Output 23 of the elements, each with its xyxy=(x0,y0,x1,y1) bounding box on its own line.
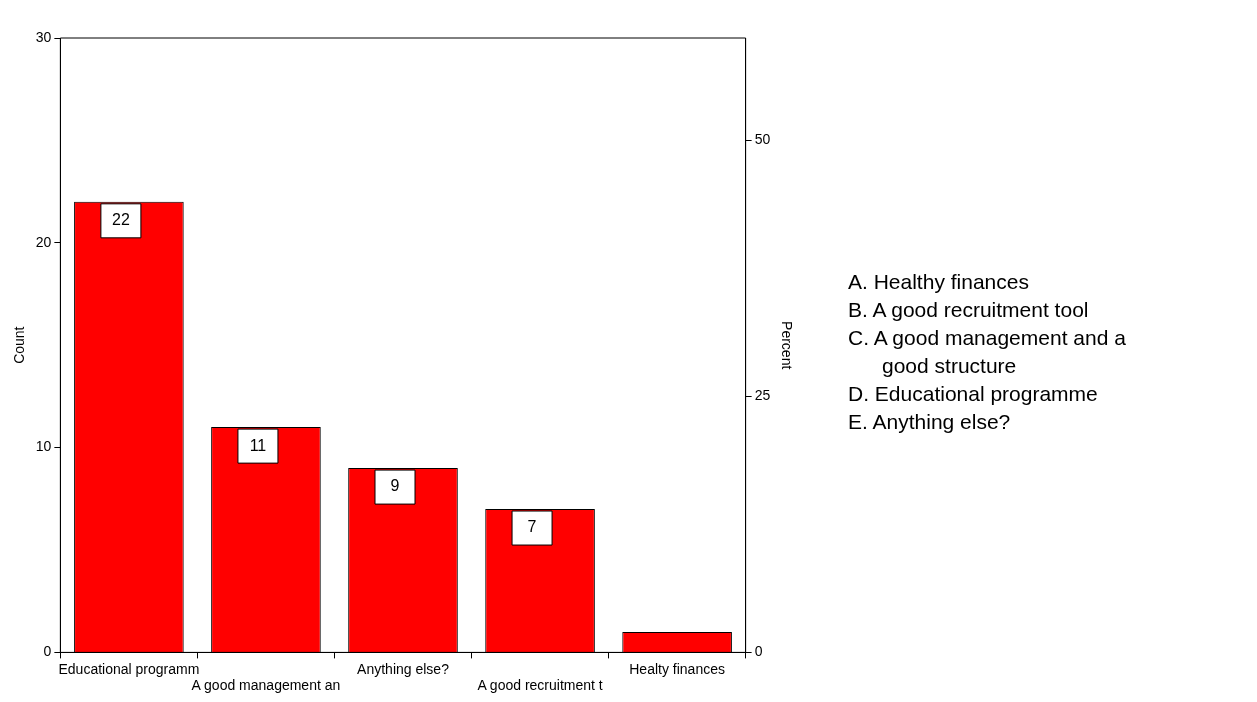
y2-tick-label: 0 xyxy=(754,643,763,660)
x-tick-label: A good recruitment t xyxy=(477,677,603,694)
text: D. Educational programme xyxy=(848,381,1099,407)
data-label: 22 xyxy=(112,211,130,229)
y-axis-title: Count xyxy=(11,326,28,364)
y-tick-label: 0 xyxy=(43,643,52,660)
y-tick-label: 10 xyxy=(35,438,52,455)
y2-tick-label: 50 xyxy=(754,131,771,148)
text: A. Healthy finances xyxy=(848,269,1030,295)
text: C. A good management and a good structure xyxy=(848,325,1127,379)
x-tick-label: A good management an xyxy=(191,677,341,694)
data-label: 9 xyxy=(390,477,400,495)
y2-tick-label: 25 xyxy=(754,387,771,404)
y2-axis-title: Percent xyxy=(778,321,795,370)
data-label: 11 xyxy=(249,436,267,454)
y-tick-label: 30 xyxy=(35,28,52,45)
x-tick-label: Anything else? xyxy=(357,660,450,677)
data-label: 7 xyxy=(527,518,537,536)
y-tick-label: 20 xyxy=(35,233,52,250)
x-tick-label: Healty finances xyxy=(629,660,725,677)
x-tick-label: Educational programm xyxy=(58,660,200,677)
text: E. Anything else? xyxy=(848,409,1012,435)
text: B. A good recruitment tool xyxy=(848,297,1090,323)
